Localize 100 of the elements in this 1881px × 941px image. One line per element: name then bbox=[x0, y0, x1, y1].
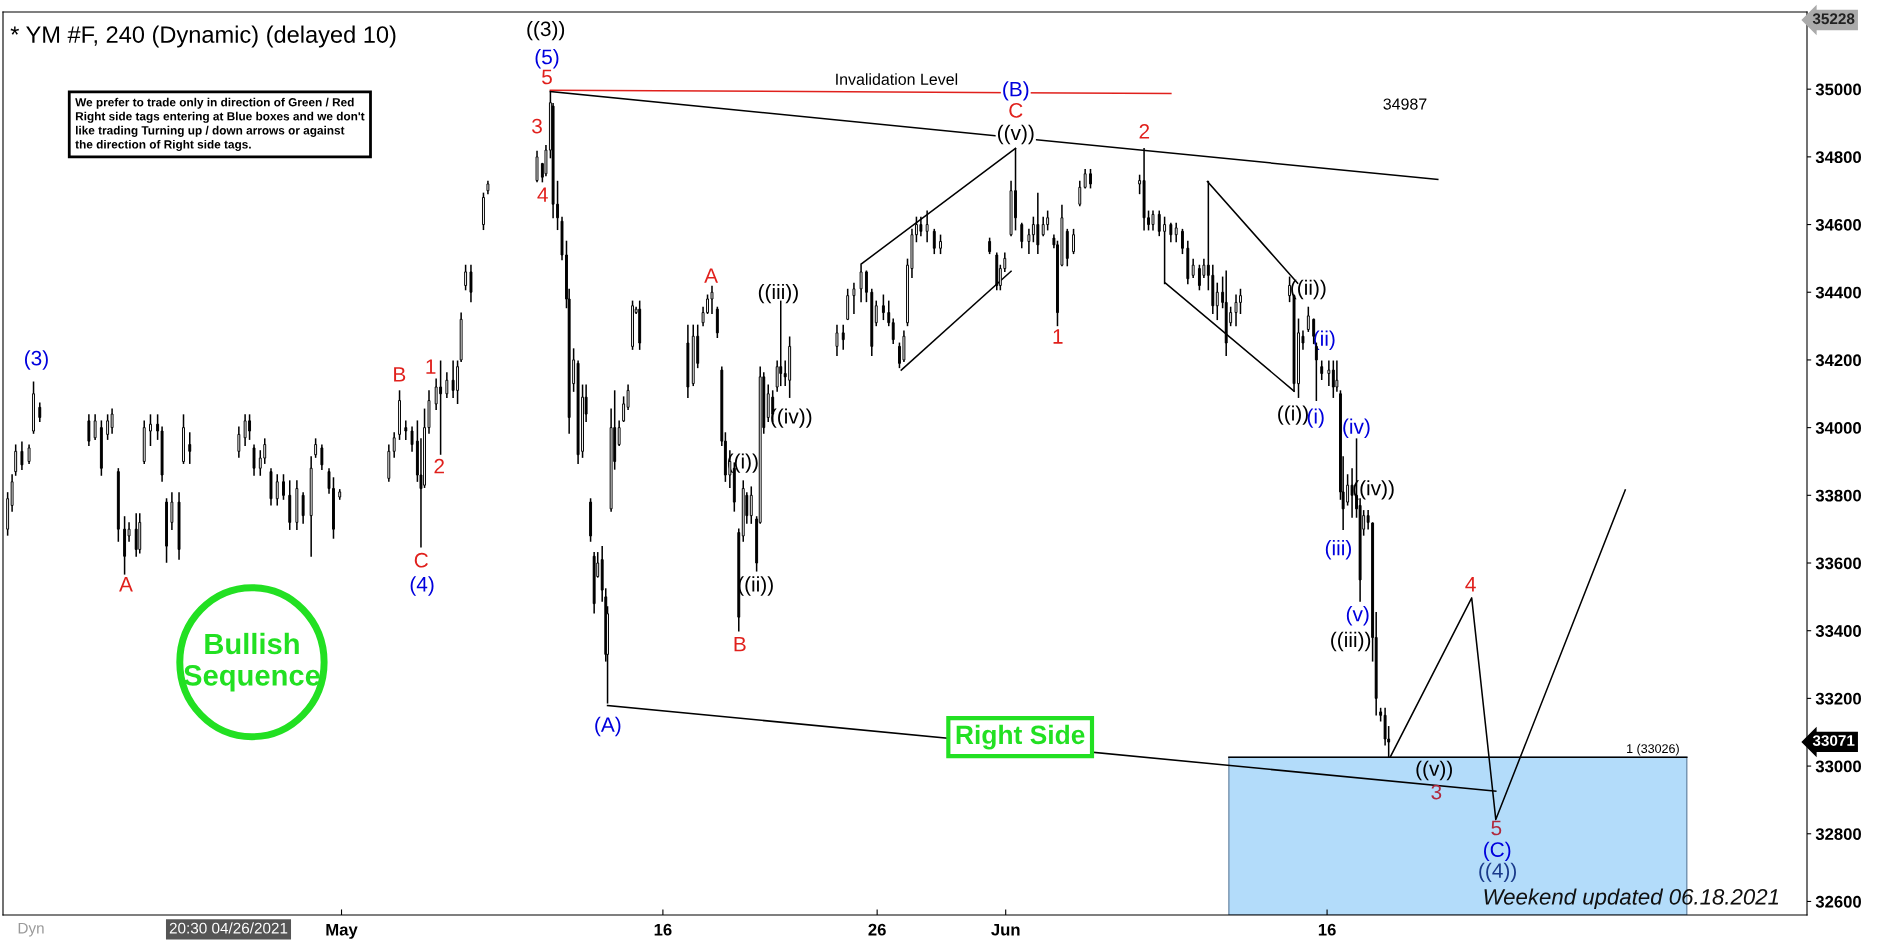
annotation: (A) bbox=[595, 716, 621, 737]
text: 20:30 04/26/2021 bbox=[169, 922, 288, 934]
y-tick-label: 32800 bbox=[1815, 828, 1861, 840]
candlestick bbox=[320, 444, 324, 471]
candlestick bbox=[243, 414, 247, 446]
candlestick bbox=[932, 228, 936, 255]
annotation: 3 bbox=[1431, 784, 1442, 800]
annotation: (i) bbox=[1307, 408, 1324, 428]
candlestick bbox=[715, 306, 719, 339]
candlestick bbox=[165, 498, 168, 563]
annotation: (iii) bbox=[1325, 540, 1352, 560]
annotation: ((v)) bbox=[1416, 760, 1452, 781]
candlestick bbox=[535, 150, 539, 183]
candlestick bbox=[237, 426, 241, 458]
annotation: 1 bbox=[1053, 329, 1063, 344]
candlestick bbox=[1078, 180, 1082, 207]
y-tick-label: 34000 bbox=[1815, 422, 1861, 434]
candlestick bbox=[1335, 360, 1339, 392]
y-tick-label: 35000 bbox=[1815, 83, 1861, 96]
annotation: A bbox=[704, 268, 719, 283]
annotation: ((ii)) bbox=[1291, 279, 1326, 300]
candlestick bbox=[1312, 318, 1316, 345]
annotation: ((i)) bbox=[1278, 405, 1308, 425]
annotation: ((iv)) bbox=[771, 408, 812, 428]
y-tick-label: 33800 bbox=[1815, 489, 1861, 502]
candlestick bbox=[1181, 228, 1184, 255]
candlestick bbox=[301, 492, 305, 524]
candlestick bbox=[434, 378, 438, 411]
candlestick bbox=[110, 408, 114, 434]
annotation: 2 bbox=[1139, 124, 1150, 139]
annotation: Bullish Sequence bbox=[183, 632, 320, 692]
annotation: B bbox=[394, 367, 406, 382]
candlestick bbox=[881, 294, 885, 321]
candlestick bbox=[1350, 468, 1354, 518]
candlestick bbox=[410, 426, 414, 452]
candlestick bbox=[252, 444, 256, 476]
candlestick bbox=[404, 420, 408, 440]
candlestick bbox=[1346, 474, 1350, 506]
text: * YM #F, 240 (Dynamic) (delayed 10) bbox=[10, 25, 396, 48]
candlestick bbox=[902, 330, 906, 363]
annotation: 2 bbox=[434, 458, 444, 474]
x-tick-label: 16 bbox=[1318, 923, 1336, 936]
y-tick-label: 34600 bbox=[1815, 218, 1861, 231]
annotation: 1 bbox=[426, 359, 436, 374]
y-tick-label: 32600 bbox=[1815, 895, 1861, 908]
candlestick bbox=[182, 414, 185, 464]
annotation: (v) bbox=[1346, 606, 1369, 626]
candlestick bbox=[710, 285, 714, 314]
candlestick bbox=[482, 192, 485, 231]
y-tick-label: 33200 bbox=[1815, 692, 1861, 705]
candlestick bbox=[841, 324, 845, 350]
candlestick bbox=[188, 432, 192, 464]
annotation: 34987 bbox=[1383, 98, 1427, 110]
annotation: ((v)) bbox=[997, 124, 1034, 145]
candlestick bbox=[451, 360, 455, 398]
candlestick bbox=[1197, 264, 1201, 291]
annotation: (3) bbox=[24, 350, 48, 370]
candlestick bbox=[20, 441, 24, 471]
annotation: B bbox=[734, 636, 746, 652]
x-tick-label: 26 bbox=[868, 923, 886, 936]
ref-line-label: 1 (33026) bbox=[1627, 743, 1679, 756]
candlestick bbox=[1215, 282, 1219, 321]
annotation: ((4)) bbox=[1479, 862, 1516, 883]
annotation: (iv) bbox=[1343, 418, 1370, 438]
annotation: 4 bbox=[1465, 577, 1476, 592]
annotation: (5) bbox=[535, 49, 559, 69]
candlestick bbox=[1151, 210, 1155, 231]
annotation: (B) bbox=[1003, 81, 1029, 101]
annotation: A bbox=[119, 577, 133, 592]
annotation: 3 bbox=[532, 118, 542, 134]
annotation: (4) bbox=[410, 576, 434, 596]
x-tick-label: May bbox=[326, 923, 358, 939]
text: Dyn bbox=[18, 922, 44, 937]
candlestick bbox=[469, 264, 473, 303]
y-tick-label: 33600 bbox=[1815, 557, 1861, 570]
candlestick bbox=[1234, 294, 1238, 327]
candlestick bbox=[864, 270, 868, 303]
annotation: Right Side bbox=[956, 724, 1085, 750]
annotation: Invalidation Level bbox=[836, 73, 958, 85]
candlestick bbox=[1046, 210, 1050, 231]
candlestick bbox=[887, 300, 891, 327]
candlestick bbox=[1036, 192, 1040, 255]
annotation: We prefer to trade only in direction of Green / Red Right side tags entering at Blue boxes and we don't like trading Turning up / down arrows or against the direction of Right side tags. bbox=[75, 97, 365, 151]
candlestick bbox=[106, 414, 110, 440]
x-tick-label: Jun bbox=[991, 923, 1020, 936]
candlestick bbox=[1331, 360, 1335, 398]
annotation: (C) bbox=[1484, 841, 1511, 862]
candlestick bbox=[617, 420, 621, 446]
candlestick bbox=[170, 492, 174, 530]
text: 35228 bbox=[1812, 13, 1855, 25]
candlestick bbox=[445, 372, 449, 398]
candlestick bbox=[398, 390, 401, 440]
candlestick bbox=[87, 414, 91, 446]
candlestick bbox=[1072, 228, 1075, 255]
candlestick bbox=[134, 513, 138, 557]
candlestick bbox=[631, 300, 634, 350]
candlestick bbox=[1027, 228, 1031, 255]
x-tick-label: 16 bbox=[654, 923, 672, 936]
y-tick-label: 34800 bbox=[1815, 151, 1861, 164]
candlestick bbox=[1020, 222, 1024, 249]
